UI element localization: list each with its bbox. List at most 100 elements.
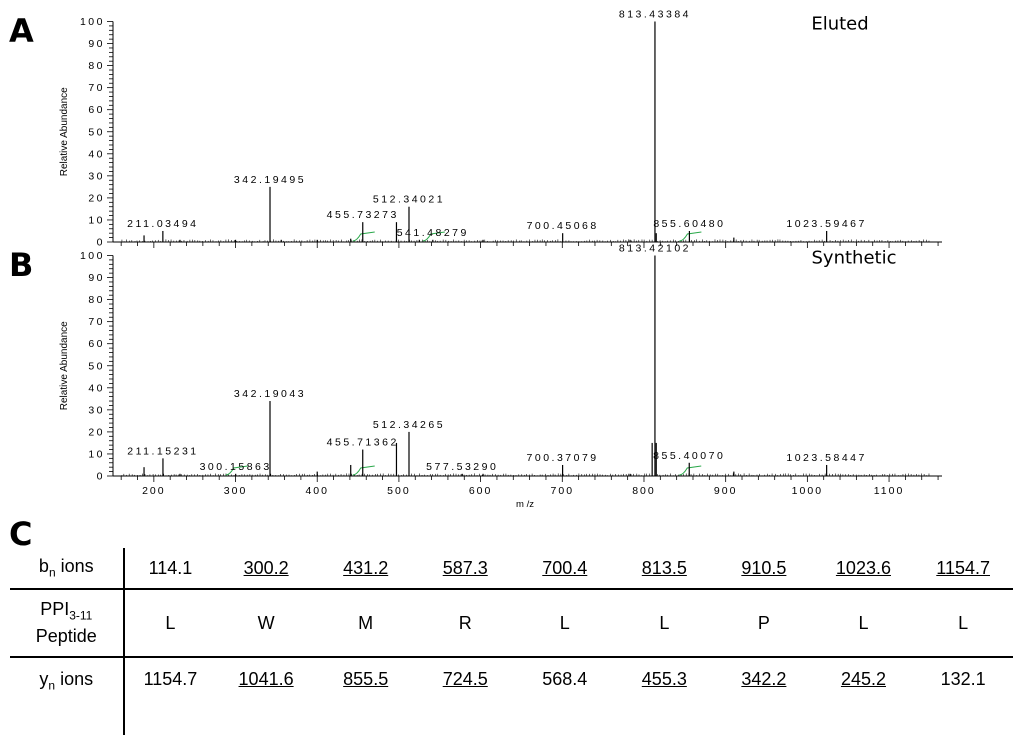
row-label-y-ions: yn ions — [10, 657, 125, 735]
y-tick-label: 60 — [88, 338, 105, 350]
table-cell: L — [614, 589, 715, 658]
peak-label: 455.73273 — [327, 209, 399, 221]
cell-value: 1023.6 — [835, 557, 891, 578]
table-cell: 700.4 — [515, 548, 615, 590]
table-cell: 132.1 — [913, 657, 1013, 735]
cell-value: 455.3 — [641, 669, 687, 689]
y-axis-title: Relative Abundance — [59, 87, 70, 176]
x-tick-label: 800 — [632, 485, 656, 497]
cell-value: 910.5 — [741, 557, 787, 578]
y-tick-label: 50 — [88, 126, 105, 138]
x-tick-label: 500 — [387, 485, 411, 497]
table-cell: R — [415, 589, 515, 658]
x-tick-label: 900 — [714, 485, 738, 497]
peak-label: 577.53290 — [426, 461, 498, 473]
spectrum-panel-b: 0 10 20 30 40 50 60 70 80 90 100 Relative Abundance… — [59, 243, 942, 510]
panel-letter-c: C — [9, 515, 33, 553]
table-cell: P — [714, 589, 814, 658]
x-tick-label: 600 — [469, 485, 493, 497]
cell-value: 1154.7 — [936, 557, 990, 578]
y-tick-label: 10 — [88, 214, 105, 226]
table-row-b-ions: bn ions 114.1 300.2 431.2 587.3 700.4 813.5 91… — [10, 548, 1013, 590]
table-cell: 724.5 — [415, 657, 515, 735]
isotope-envelope — [352, 465, 375, 476]
row-label-b-ions: bn ions — [10, 548, 125, 590]
isotope-envelope — [225, 465, 248, 476]
cell-value: 300.2 — [243, 557, 289, 578]
peak-label: 211.03494 — [127, 218, 198, 230]
row-label-peptide: PPI3-11 Peptide — [10, 589, 125, 658]
y-tick-label: 70 — [88, 82, 105, 94]
x-axis-title: m /z — [516, 499, 534, 510]
peak-label: 1023.58447 — [786, 452, 866, 464]
table-cell: 455.3 — [615, 657, 715, 735]
table-cell: 855.5 — [316, 657, 416, 735]
panel-letter-b: B — [9, 246, 34, 284]
table-row-peptide: PPI3-11 Peptide L W M R L L P L L — [10, 589, 1013, 658]
cell-value: P — [757, 612, 770, 633]
x-tick-label: 400 — [305, 485, 329, 497]
y-axis-title: Relative Abundance — [59, 321, 70, 410]
cell-value: W — [257, 612, 275, 633]
panel-label: Synthetic — [812, 248, 897, 269]
cell-value: 813.5 — [641, 557, 687, 578]
cell-value: 700.4 — [542, 557, 588, 578]
isotope-envelope — [679, 231, 702, 242]
cell-value: 587.3 — [442, 557, 488, 578]
peak-label: 342.19043 — [234, 388, 306, 400]
peak-label: 512.34265 — [373, 419, 445, 431]
cell-value: 1041.6 — [238, 669, 294, 689]
x-tick-label: 300 — [224, 485, 248, 497]
table-cell: L — [123, 589, 217, 658]
y-tick-label: 0 — [97, 237, 105, 249]
cell-value: 245.2 — [840, 669, 886, 689]
table-cell: 1023.6 — [813, 548, 914, 590]
y-tick-label: 70 — [88, 316, 105, 328]
peak-label: 512.34021 — [373, 194, 445, 206]
cell-value: L — [559, 612, 570, 633]
cell-value: L — [958, 612, 969, 633]
table-cell: W — [216, 589, 316, 658]
cell-value: 342.2 — [741, 669, 787, 689]
panel-letter-a: A — [9, 12, 34, 50]
y-tick-label: 30 — [88, 170, 105, 182]
y-tick-label: 90 — [88, 38, 105, 50]
table-cell: L — [813, 589, 914, 658]
spectrum-panel-a: 0 10 20 30 40 50 60 70 80 90 100 Relative Abundance… — [59, 9, 942, 249]
y-tick-label: 20 — [88, 426, 105, 438]
table-cell: 587.3 — [415, 548, 515, 590]
peak-label: 342.19495 — [234, 174, 306, 186]
peak-label: 855.60480 — [653, 218, 725, 230]
y-tick-label: 50 — [88, 360, 105, 372]
table-cell: 1154.7 — [913, 548, 1013, 590]
y-tick-label: 30 — [88, 404, 105, 416]
isotope-envelope — [352, 231, 375, 242]
x-tick-label: 700 — [551, 485, 575, 497]
table-cell: 1154.7 — [124, 657, 217, 735]
peak-label: 455.71362 — [327, 437, 399, 449]
peak-label: 700.37079 — [527, 452, 599, 464]
peak-label: 813.43384 — [619, 9, 691, 21]
table-cell: 342.2 — [714, 657, 814, 735]
table-cell: 568.4 — [515, 657, 615, 735]
y-tick-label: 40 — [88, 382, 105, 394]
cell-value: R — [458, 612, 472, 633]
table-cell: 910.5 — [714, 548, 814, 590]
peak-label: 541.48279 — [397, 227, 469, 239]
panel-label: Eluted — [811, 14, 868, 35]
cell-value: L — [165, 612, 176, 633]
y-tick-label: 20 — [88, 192, 105, 204]
cell-value: 724.5 — [442, 669, 488, 689]
y-tick-label: 40 — [88, 148, 105, 160]
isotope-envelope — [679, 465, 702, 476]
x-tick-label: 1000 — [792, 485, 823, 497]
peak-label: 700.45068 — [527, 220, 599, 232]
y-tick-label: 0 — [97, 471, 105, 483]
x-tick-label: 1100 — [874, 485, 905, 497]
y-tick-label: 80 — [88, 294, 105, 306]
table-cell: 1041.6 — [216, 657, 316, 735]
cell-value: 114.1 — [148, 557, 193, 578]
fragment-ion-table: bn ions 114.1 300.2 431.2 587.3 700.4 813.5 91… — [10, 548, 1013, 735]
cell-value: 1154.7 — [143, 669, 198, 689]
